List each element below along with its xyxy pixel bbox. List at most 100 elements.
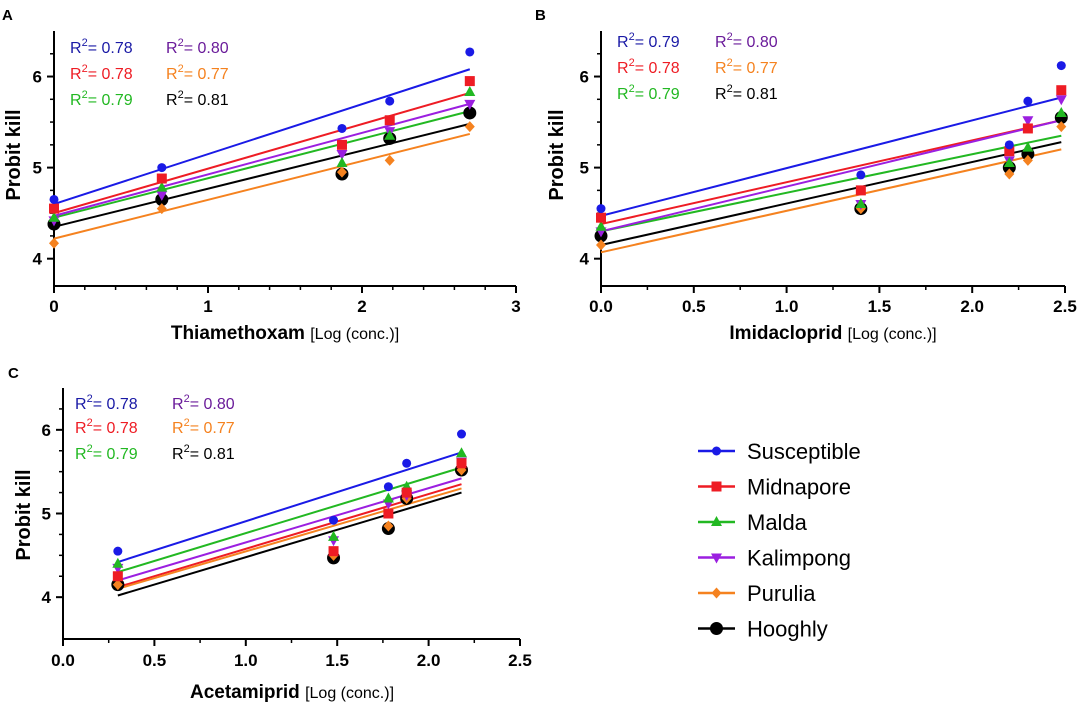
point-susceptible: [49, 194, 59, 204]
point-kalimpong: [156, 190, 168, 201]
point-purulia: [1056, 121, 1067, 133]
x-axis-label-drug: Thiamethoxam: [171, 323, 310, 344]
point-purulia: [384, 154, 395, 166]
r2-label-green: R2= 0.79: [75, 443, 138, 463]
fit-line-purulia: [600, 148, 1062, 254]
point-susceptible: [465, 47, 475, 57]
point-midnapore: [401, 487, 412, 498]
fit-line-kalimpong: [53, 102, 471, 217]
panel-letter-c: C: [8, 365, 19, 382]
r2-value: = 0.79: [88, 92, 133, 109]
x-tick-label: 1.5: [868, 297, 892, 316]
fit-line-midnapore: [600, 119, 1062, 226]
point-midnapore: [855, 185, 866, 196]
r2-r: R: [172, 396, 184, 413]
y-tick-label: 4: [580, 250, 590, 269]
x-tick-label: 0.5: [143, 651, 167, 670]
r2-r: R: [75, 446, 87, 463]
point-kalimpong: [336, 149, 348, 160]
point-susceptible: [383, 482, 393, 492]
legend-marker-kalimpong: [711, 553, 722, 564]
fit-line-hooghly: [53, 122, 471, 228]
point-midnapore: [1022, 123, 1033, 134]
r2-power: 2: [178, 63, 184, 75]
r2-value: = 0.78: [88, 40, 133, 57]
point-susceptible: [457, 429, 467, 439]
legend-marker-midnapore: [711, 481, 722, 492]
r2-value: = 0.78: [93, 420, 138, 437]
r2-value: = 0.77: [184, 66, 229, 83]
point-malda: [336, 157, 348, 168]
r2-label-orange: R2= 0.77: [715, 57, 778, 77]
point-midnapore: [1004, 146, 1015, 157]
r2-power: 2: [629, 57, 635, 69]
point-midnapore: [49, 203, 59, 214]
legend-label-malda: Malda: [747, 510, 808, 535]
point-midnapore: [596, 212, 606, 223]
point-susceptible: [385, 96, 395, 106]
point-midnapore: [456, 458, 467, 469]
point-susceptible: [157, 163, 167, 173]
r2-label-green: R2= 0.79: [617, 83, 680, 103]
x-tick-label: 2.5: [508, 651, 532, 670]
r2-label-black: R2= 0.81: [172, 443, 235, 463]
point-susceptible: [113, 546, 123, 556]
x-tick-label: 2.0: [960, 297, 984, 316]
fit-line-hooghly: [600, 141, 1062, 246]
r2-label-red: R2= 0.78: [70, 63, 133, 83]
r2-value: = 0.78: [88, 66, 133, 83]
fit-line-susceptible: [117, 451, 462, 563]
point-midnapore: [464, 76, 475, 87]
legend-marker-hooghly: [710, 622, 723, 635]
y-tick-label: 6: [580, 68, 589, 87]
x-axis-label-unit: [Log (conc.)]: [305, 685, 394, 702]
y-tick-label: 6: [42, 421, 51, 440]
x-tick-label: 0: [49, 297, 58, 316]
r2-r: R: [166, 92, 178, 109]
r2-r: R: [617, 60, 629, 77]
y-tick-label: 4: [42, 588, 52, 607]
point-susceptible: [596, 204, 606, 214]
r2-power: 2: [87, 417, 93, 429]
fit-line-kalimpong: [600, 119, 1062, 233]
fit-line-susceptible: [53, 68, 471, 205]
r2-power: 2: [727, 83, 733, 95]
y-tick-label: 4: [33, 250, 43, 269]
r2-r: R: [70, 92, 82, 109]
r2-r: R: [617, 86, 629, 103]
r2-value: = 0.78: [93, 396, 138, 413]
point-purulia: [464, 121, 475, 133]
point-midnapore: [383, 508, 394, 519]
point-malda: [382, 492, 394, 503]
point-malda: [464, 86, 476, 97]
r2-label-blue: R2= 0.78: [75, 393, 138, 413]
point-susceptible: [1023, 96, 1033, 106]
r2-value: = 0.77: [190, 420, 235, 437]
point-midnapore: [336, 139, 347, 150]
r2-r: R: [166, 66, 178, 83]
x-tick-label: 0.0: [51, 651, 75, 670]
x-axis-label: Acetamiprid [Log (conc.)]: [190, 682, 394, 703]
r2-value: = 0.81: [184, 92, 229, 109]
r2-label-red: R2= 0.78: [617, 57, 680, 77]
panel-letter-b: B: [535, 7, 546, 24]
legend-marker-susceptible: [712, 446, 721, 456]
x-axis-label-drug: Acetamiprid: [190, 682, 305, 703]
point-midnapore: [112, 571, 123, 582]
y-tick-label: 5: [42, 505, 51, 524]
point-susceptible: [1004, 140, 1014, 150]
r2-power: 2: [82, 63, 88, 75]
r2-r: R: [715, 34, 727, 51]
point-purulia: [596, 239, 606, 251]
point-midnapore: [1056, 85, 1067, 96]
r2-label-purple: R2= 0.80: [172, 393, 235, 413]
point-malda: [112, 557, 124, 568]
legend-label-susceptible: Susceptible: [747, 439, 861, 464]
r2-r: R: [172, 446, 184, 463]
r2-value: = 0.80: [184, 40, 229, 57]
r2-r: R: [75, 396, 87, 413]
r2-label-green: R2= 0.79: [70, 89, 133, 109]
point-kalimpong: [1055, 95, 1067, 106]
r2-label-purple: R2= 0.80: [166, 37, 229, 57]
